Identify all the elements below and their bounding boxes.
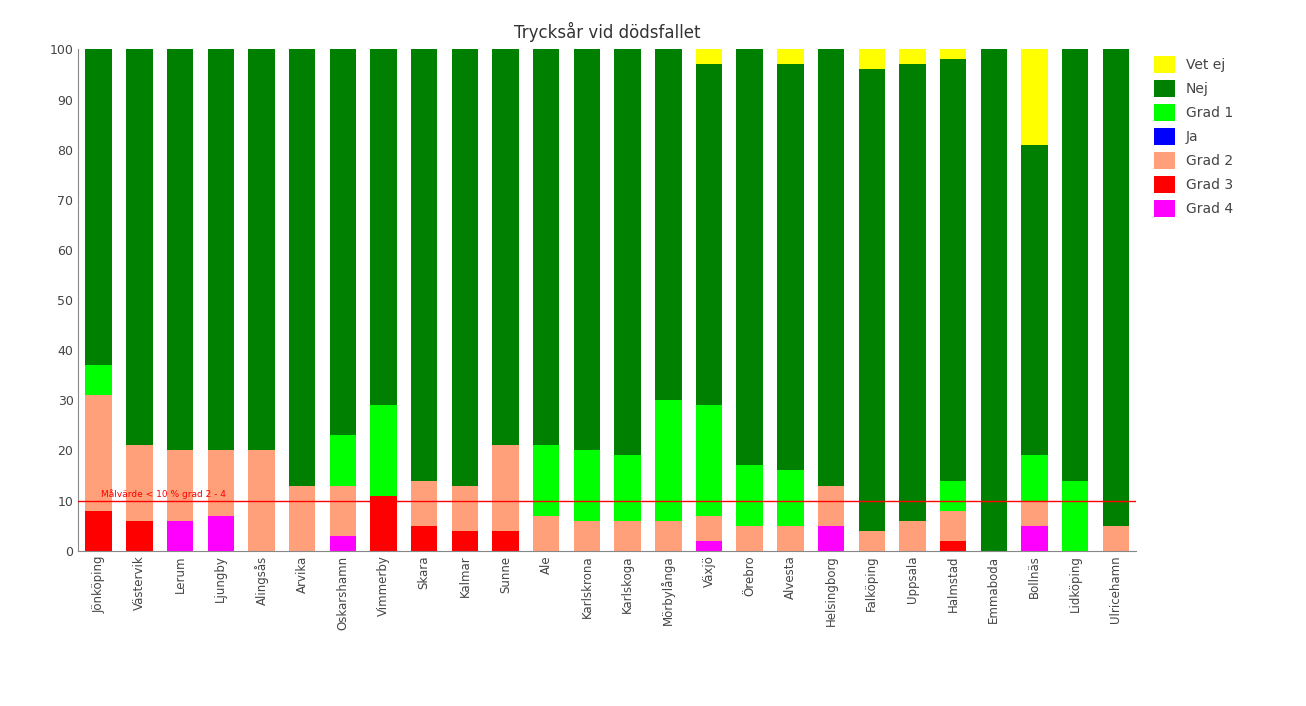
Bar	[737, 49, 763, 465]
Bar	[858, 69, 885, 531]
Bar	[940, 49, 966, 59]
Bar	[492, 49, 518, 445]
Bar	[614, 455, 641, 520]
Bar	[85, 49, 112, 365]
Bar	[1021, 455, 1047, 501]
Bar	[208, 450, 234, 515]
Bar	[248, 450, 274, 551]
Bar	[452, 531, 478, 551]
Bar	[818, 486, 844, 525]
Bar	[1021, 501, 1047, 525]
Bar	[411, 49, 438, 481]
Bar	[777, 470, 803, 525]
Bar	[573, 49, 601, 450]
Bar	[127, 445, 153, 520]
Bar	[411, 525, 438, 551]
Bar	[329, 436, 357, 486]
Bar	[167, 450, 193, 520]
Bar	[533, 445, 559, 515]
Title: Trycksår vid dödsfallet: Trycksår vid dödsfallet	[515, 22, 700, 42]
Bar	[127, 49, 153, 445]
Bar	[452, 486, 478, 531]
Bar	[329, 536, 357, 551]
Bar	[900, 49, 926, 64]
Bar	[1062, 49, 1088, 481]
Bar	[1102, 49, 1130, 525]
Bar	[858, 531, 885, 551]
Bar	[1021, 145, 1047, 455]
Bar	[1062, 481, 1088, 551]
Bar	[656, 400, 682, 520]
Bar	[900, 520, 926, 551]
Bar	[573, 520, 601, 551]
Bar	[614, 520, 641, 551]
Bar	[940, 481, 966, 510]
Bar	[1021, 525, 1047, 551]
Bar	[900, 64, 926, 520]
Bar	[452, 49, 478, 486]
Bar	[940, 59, 966, 481]
Bar	[167, 49, 193, 450]
Bar	[329, 49, 357, 436]
Bar	[289, 486, 315, 551]
Bar	[127, 520, 153, 551]
Text: Målvärde < 10 % grad 2 - 4: Målvärde < 10 % grad 2 - 4	[101, 489, 226, 499]
Bar	[248, 49, 274, 450]
Bar	[208, 515, 234, 551]
Bar	[737, 465, 763, 525]
Bar	[940, 541, 966, 551]
Bar	[167, 520, 193, 551]
Bar	[492, 445, 518, 531]
Bar	[656, 520, 682, 551]
Bar	[573, 450, 601, 520]
Bar	[818, 525, 844, 551]
Bar	[533, 49, 559, 445]
Legend: Vet ej, Nej, Grad 1, Ja, Grad 2, Grad 3, Grad 4: Vet ej, Nej, Grad 1, Ja, Grad 2, Grad 3,…	[1153, 56, 1233, 217]
Bar	[371, 49, 397, 405]
Bar	[371, 405, 397, 496]
Bar	[1102, 525, 1130, 551]
Bar	[696, 49, 722, 64]
Bar	[329, 486, 357, 536]
Bar	[777, 49, 803, 64]
Bar	[696, 64, 722, 405]
Bar	[85, 365, 112, 395]
Bar	[492, 531, 518, 551]
Bar	[818, 49, 844, 486]
Bar	[208, 49, 234, 450]
Bar	[777, 64, 803, 470]
Bar	[614, 49, 641, 455]
Bar	[858, 49, 885, 69]
Bar	[940, 510, 966, 541]
Bar	[737, 525, 763, 551]
Bar	[85, 395, 112, 510]
Bar	[696, 405, 722, 515]
Bar	[696, 541, 722, 551]
Bar	[411, 481, 438, 525]
Bar	[371, 496, 397, 551]
Bar	[981, 49, 1007, 551]
Bar	[696, 515, 722, 541]
Bar	[656, 49, 682, 400]
Bar	[1021, 49, 1047, 145]
Bar	[777, 525, 803, 551]
Bar	[289, 49, 315, 486]
Bar	[533, 515, 559, 551]
Bar	[85, 510, 112, 551]
